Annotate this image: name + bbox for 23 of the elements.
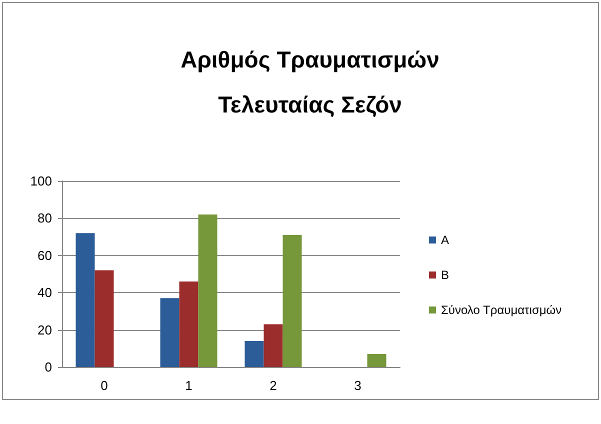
bar <box>94 270 114 367</box>
x-tick-label: 0 <box>100 378 108 393</box>
y-tick-label: 20 <box>38 322 52 338</box>
legend-label: B <box>441 268 450 282</box>
legend-label: A <box>441 233 450 247</box>
bar <box>244 340 264 367</box>
chart-title: Αριθμός Τραυματισμών Τελευταίας Σεζόν <box>180 46 440 118</box>
x-tick-label: 2 <box>270 378 277 393</box>
x-tick-label: 1 <box>185 378 192 393</box>
bar <box>282 234 302 367</box>
x-tick-label: 3 <box>354 378 362 393</box>
y-tick-label: 60 <box>38 248 52 263</box>
bar <box>198 214 218 367</box>
y-tick-label: 80 <box>38 210 52 226</box>
bar <box>76 233 95 367</box>
bar <box>264 324 283 367</box>
bar <box>179 281 198 367</box>
legend-label: Σύνολο Τραυματισμών <box>441 303 562 317</box>
bar <box>160 298 180 367</box>
bar <box>367 354 386 367</box>
y-tick-label: 0 <box>44 360 52 374</box>
y-tick-label: 40 <box>38 285 52 300</box>
y-tick-label: 100 <box>30 174 52 188</box>
